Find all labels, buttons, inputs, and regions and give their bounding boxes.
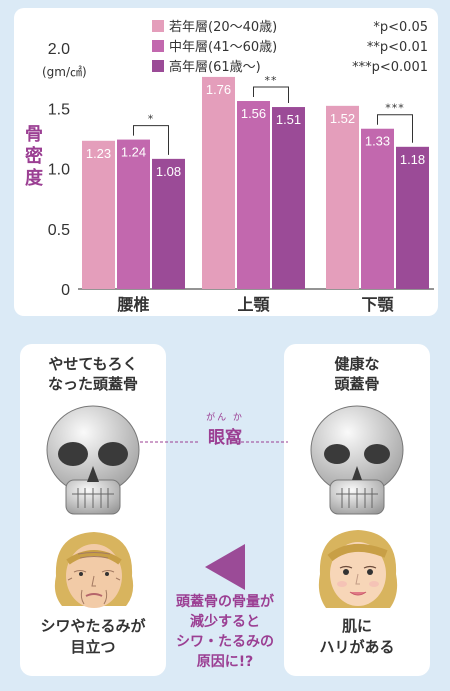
- x-category-label: 腰椎: [117, 295, 149, 314]
- bar: [237, 101, 270, 290]
- significance-bracket: [133, 125, 169, 155]
- bar: [326, 105, 359, 289]
- legend-swatch: [152, 40, 164, 52]
- bar: [82, 140, 115, 289]
- y-tick-label: 0: [61, 282, 70, 299]
- bar-value-label: 1.76: [206, 82, 231, 97]
- orbit-label-group: がん か 眼窩: [190, 410, 260, 448]
- y-axis-max-label: 2.0: [48, 41, 70, 58]
- chart-panel: 0 0.5 1.0 1.5 2.0 (gm/㎠) 骨密度 1.23 1.24 1.08 腰椎 1.76…: [14, 8, 438, 316]
- legend-label: 高年層(61歳～): [169, 59, 261, 75]
- orbit-ruby: がん か: [206, 413, 244, 423]
- skull-comparison-panel: やせてもろく なった頭蓋骨: [0, 330, 450, 691]
- healthy-skull-title: 健康な 頭蓋骨: [334, 355, 380, 393]
- significance-stars: ***: [385, 102, 405, 115]
- bar-value-label: 1.33: [365, 134, 390, 149]
- skull-icon: [46, 405, 140, 515]
- significance-stars: **: [265, 74, 278, 87]
- left-arrow-icon: [205, 544, 245, 590]
- bar: [202, 76, 235, 289]
- bar: [361, 128, 394, 289]
- bar-value-label: 1.24: [121, 145, 146, 160]
- y-tick-label: 1.5: [48, 101, 70, 118]
- x-category-label: 上顎: [237, 295, 270, 314]
- significance-legend-label: *p<0.05: [373, 20, 428, 35]
- bar-value-label: 1.51: [276, 112, 301, 127]
- legend-swatch: [152, 20, 164, 32]
- aged-skull-caption: シワやたるみが 目立つ: [40, 617, 146, 656]
- healthy-skull-caption: 肌に ハリがある: [319, 617, 395, 656]
- bar-value-label: 1.52: [330, 111, 355, 126]
- bar-value-label: 1.23: [86, 146, 111, 161]
- orbit-label: 眼窩: [208, 428, 242, 448]
- aged-skull-title: やせてもろく なった頭蓋骨: [47, 355, 138, 393]
- y-axis-title-char: 度: [25, 167, 44, 189]
- bar: [117, 139, 150, 289]
- elderly-woman-face-icon: [54, 532, 134, 608]
- bar: [152, 158, 185, 289]
- significance-stars: *: [148, 113, 155, 126]
- aged-skull-card: やせてもろく なった頭蓋骨: [20, 344, 166, 676]
- legend-label: 若年層(20～40歳): [169, 19, 277, 35]
- legend-swatch: [152, 60, 164, 72]
- y-axis-unit: (gm/㎠): [42, 65, 87, 79]
- healthy-skull-card: 健康な 頭蓋骨: [284, 344, 430, 676]
- y-tick-label: 1.0: [48, 162, 70, 179]
- orbit-connector: [140, 441, 288, 443]
- y-tick-label: 0.5: [48, 222, 70, 239]
- bar-value-label: 1.08: [156, 164, 181, 179]
- young-woman-face-icon: [318, 530, 398, 608]
- y-axis-title-char: 骨: [25, 124, 43, 145]
- significance-bracket: [377, 114, 413, 143]
- y-axis-title-char: 密: [25, 145, 43, 167]
- bone-loss-note: 頭蓋骨の骨量が 減少すると シワ・たるみの 原因に!?: [176, 594, 274, 670]
- significance-legend-label: **p<0.01: [367, 40, 428, 55]
- legend-label: 中年層(41～60歳): [169, 40, 277, 55]
- bar: [396, 146, 429, 289]
- x-category-label: 下顎: [361, 295, 394, 314]
- significance-legend-label: ***p<0.001: [352, 60, 428, 75]
- bone-density-chart: 0 0.5 1.0 1.5 2.0 (gm/㎠) 骨密度 1.23 1.24 1.08 腰椎 1.76…: [25, 19, 434, 314]
- bar-value-label: 1.18: [400, 152, 425, 167]
- skull-icon: [310, 405, 404, 515]
- bar-value-label: 1.56: [241, 106, 266, 121]
- bar: [272, 107, 305, 289]
- significance-bracket: [253, 86, 289, 104]
